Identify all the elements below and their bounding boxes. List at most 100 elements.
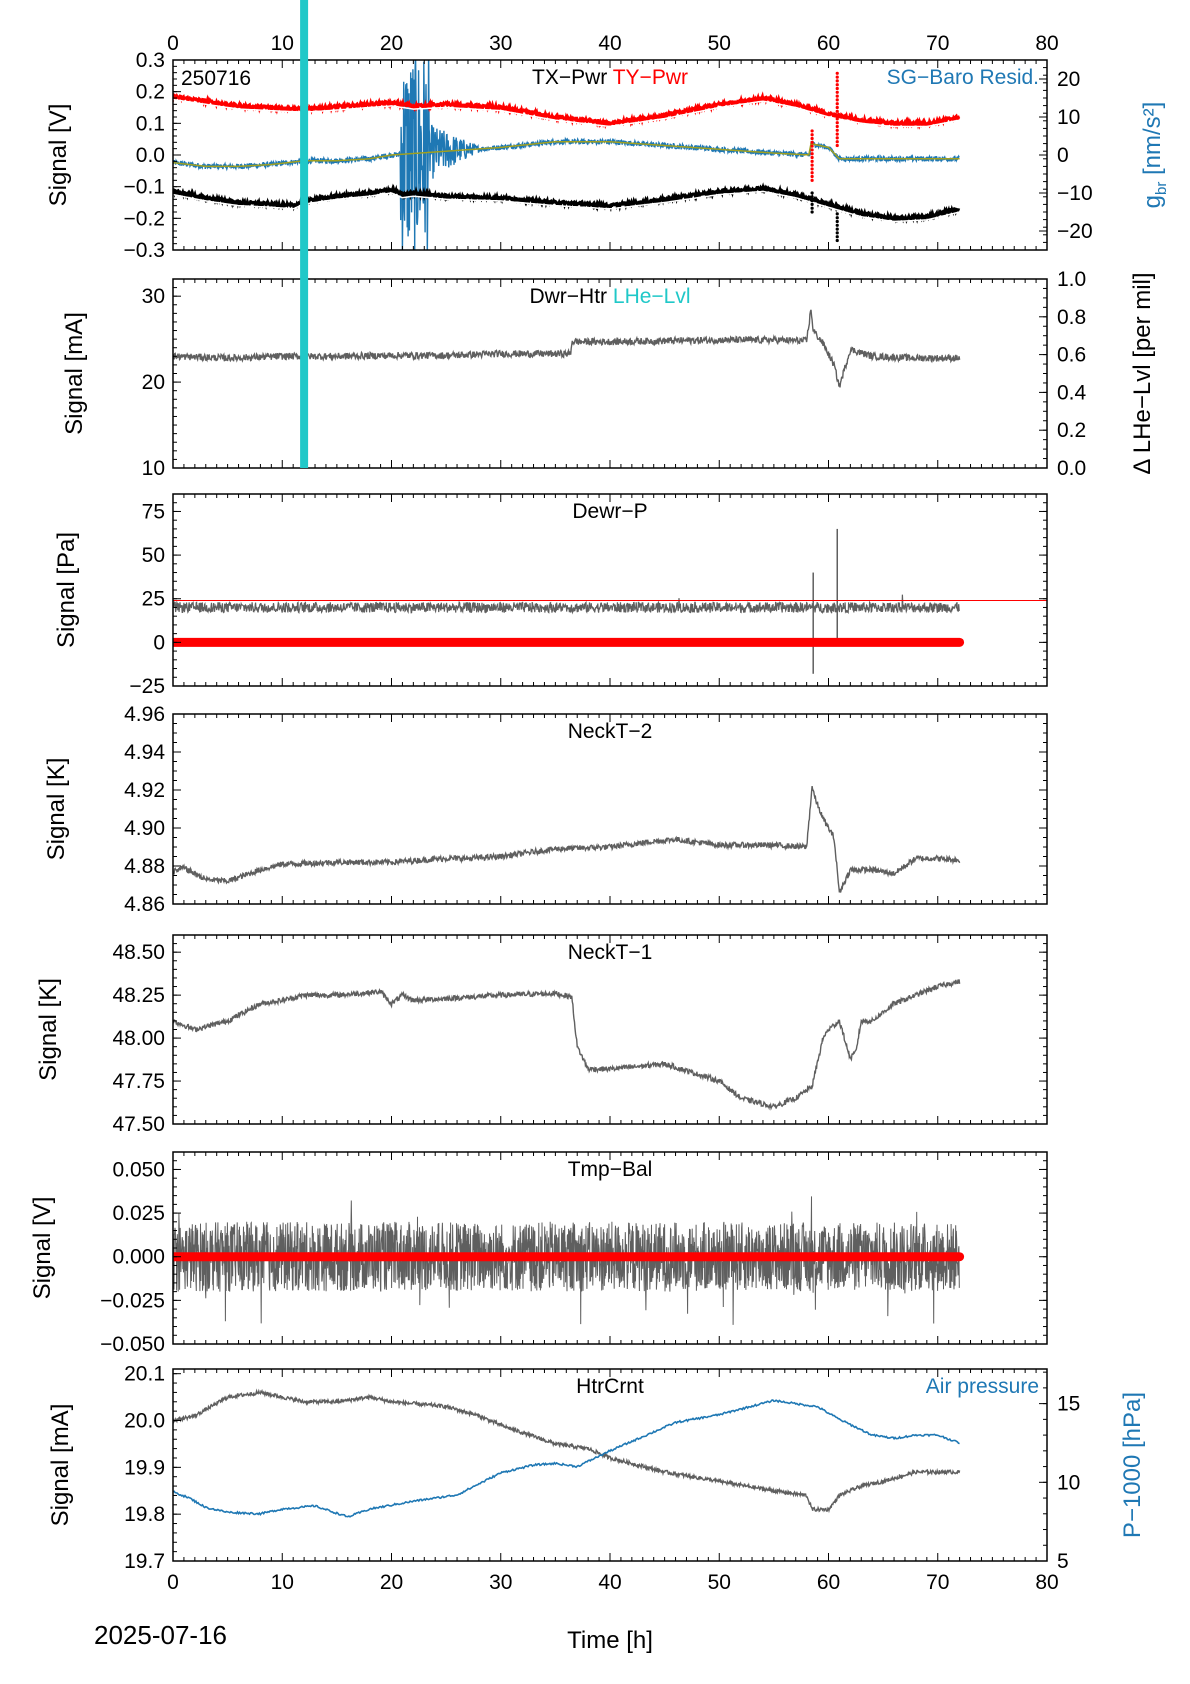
y-tick-label: 19.9: [124, 1456, 165, 1479]
y-tick-label: 19.7: [124, 1550, 165, 1573]
series-air-pressure: [173, 1399, 960, 1518]
y-tick-label: −0.025: [100, 1289, 165, 1312]
plot-area: [173, 785, 961, 893]
y-tick-label: 75: [142, 500, 165, 523]
series-neckt-2: [173, 785, 961, 893]
y-tick-label: 0.1: [136, 112, 165, 135]
series-neckt-1: [173, 979, 961, 1111]
glitch-dot-red: [835, 140, 839, 144]
glitch-dot-red: [835, 105, 839, 110]
glitch-dot-red: [810, 133, 814, 137]
y-tick-label: 4.90: [124, 817, 165, 840]
y-tick-label: 20.1: [124, 1363, 165, 1386]
glitch-dot-red: [835, 136, 839, 140]
y-tick-label: 4.88: [124, 855, 165, 878]
panel-frame: [172, 934, 1048, 1125]
glitch-dot-black: [810, 202, 814, 206]
glitch-dot-red: [835, 121, 839, 125]
lhe-lvl-bar: [300, 0, 309, 468]
glitch-dot-red: [810, 167, 814, 171]
y2-axis-label: Δ LHe−Lvl [per mil]: [1129, 272, 1156, 474]
y2-tick-label: 0.2: [1057, 419, 1086, 442]
y-tick-label: 4.86: [124, 893, 165, 916]
x-tick-label-bottom: 20: [380, 1571, 403, 1594]
y-tick-label: 47.50: [112, 1113, 165, 1136]
x-tick-label-bottom: 0: [167, 1571, 179, 1594]
date-label: 2025-07-16: [94, 1620, 227, 1650]
x-tick-label-bottom: 10: [271, 1571, 294, 1594]
panel-htrcrnt: 19.7 19.8 19.9 20.0 20.1 5 10 15 0 10 20 30 40 50 60 70…: [47, 1363, 1146, 1594]
glitch-dot-red: [810, 152, 814, 156]
plot-area: [173, 1196, 965, 1325]
y2-tick-label: 20: [1057, 68, 1080, 91]
y-tick-label: 4.94: [124, 741, 165, 764]
series-sg-baro-resid-smooth: [173, 140, 960, 168]
x-tick-label-bottom: 40: [598, 1571, 621, 1594]
y-tick-label: 50: [142, 544, 165, 567]
y2-tick-label: −10: [1057, 182, 1093, 205]
glitch-dot-black: [835, 238, 839, 243]
y-tick-label: 4.92: [124, 779, 165, 802]
x-tick-label-top: 70: [926, 32, 949, 55]
glitch-dot-red: [810, 155, 814, 160]
x-tick-label-top: 10: [271, 32, 294, 55]
panel-title: NeckT−2: [568, 720, 653, 743]
glitch-dot-black: [810, 191, 814, 195]
series-tx-pwr: [173, 182, 961, 225]
panel-title: Dewr−P: [572, 500, 647, 523]
panel-frame: [172, 278, 1048, 469]
y2-tick-label: 10: [1057, 1471, 1080, 1494]
x-tick-label-top: 20: [380, 32, 403, 55]
y2-tick-label: 0: [1057, 144, 1069, 167]
glitch-dot-black: [835, 223, 839, 227]
glitch-dot-black: [835, 212, 839, 216]
panel-dwr-htr: 10 20 30 0.0 0.2 0.4 0.6 0.8 1.0 Dwr−Htr LHe−Lvl S…: [61, 268, 1156, 480]
panel-neckt-2: 4.86 4.88 4.90 4.92 4.94 4.96 NeckT−2 Signal [K…: [43, 703, 1048, 916]
x-tick-label-top: 60: [817, 32, 840, 55]
glitch-dot-red: [835, 117, 839, 121]
y2-tick-label: 15: [1057, 1393, 1080, 1416]
legend-right: SG−Baro Resid.: [887, 66, 1039, 89]
x-tick-label-bottom: 30: [489, 1571, 512, 1594]
glitch-dot-black: [835, 216, 839, 220]
glitch-dot-red: [835, 143, 839, 148]
y-tick-label: 20.0: [124, 1410, 165, 1433]
x-tick-label-top: 30: [489, 32, 512, 55]
panel-corner-label: 250716: [181, 67, 251, 90]
glitch-dot-red: [835, 102, 839, 106]
y-tick-label: 48.25: [112, 984, 165, 1007]
glitch-dot-red: [810, 174, 814, 179]
glitch-dot-red: [835, 128, 839, 132]
glitch-dot-red: [835, 90, 839, 94]
y-tick-label: 4.96: [124, 703, 165, 726]
glitch-dot-red: [835, 86, 839, 91]
glitch-dot-black: [835, 235, 839, 239]
glitch-dot-red: [810, 178, 814, 182]
y-tick-label: 19.8: [124, 1503, 165, 1526]
x-tick-label-bottom: 50: [708, 1571, 731, 1594]
y2-axis-label: gbr [nm/s²]: [1139, 102, 1170, 209]
y-axis-label: Signal [K]: [35, 978, 62, 1081]
y-tick-label: 47.75: [112, 1070, 165, 1093]
x-tick-label-top: 50: [708, 32, 731, 55]
glitch-dot-red: [835, 124, 839, 129]
y-axis-label: Signal [mA]: [47, 1404, 74, 1527]
glitch-dot-red: [810, 163, 814, 167]
y-tick-label: 0.0: [136, 144, 165, 167]
panel-frame: [172, 1368, 1048, 1562]
glitch-dot-red: [835, 132, 839, 136]
plot-area: [173, 1388, 961, 1518]
series-htrcrnt: [173, 1388, 961, 1514]
series-dwr-htr: [173, 309, 961, 388]
y-axis-label: Signal [Pa]: [53, 532, 80, 648]
y2-tick-label: 1.0: [1057, 268, 1086, 291]
y-axis-label: Signal [K]: [43, 758, 70, 861]
panel-title: Tmp−Bal: [568, 1158, 653, 1181]
glitch-dot-red: [810, 136, 814, 141]
legend-right: Air pressure: [926, 1375, 1039, 1398]
glitch-dot-red: [835, 75, 839, 79]
panel-dewr-p: −25 0 25 50 75 Dewr−P Signal [Pa]: [53, 493, 1048, 698]
glitch-dot-red: [835, 94, 839, 98]
panel-tmp-bal: −0.050 −0.025 0.000 0.025 0.050 Tmp−Bal Signal…: [29, 1151, 1048, 1356]
y2-tick-label: 0.0: [1057, 457, 1086, 480]
